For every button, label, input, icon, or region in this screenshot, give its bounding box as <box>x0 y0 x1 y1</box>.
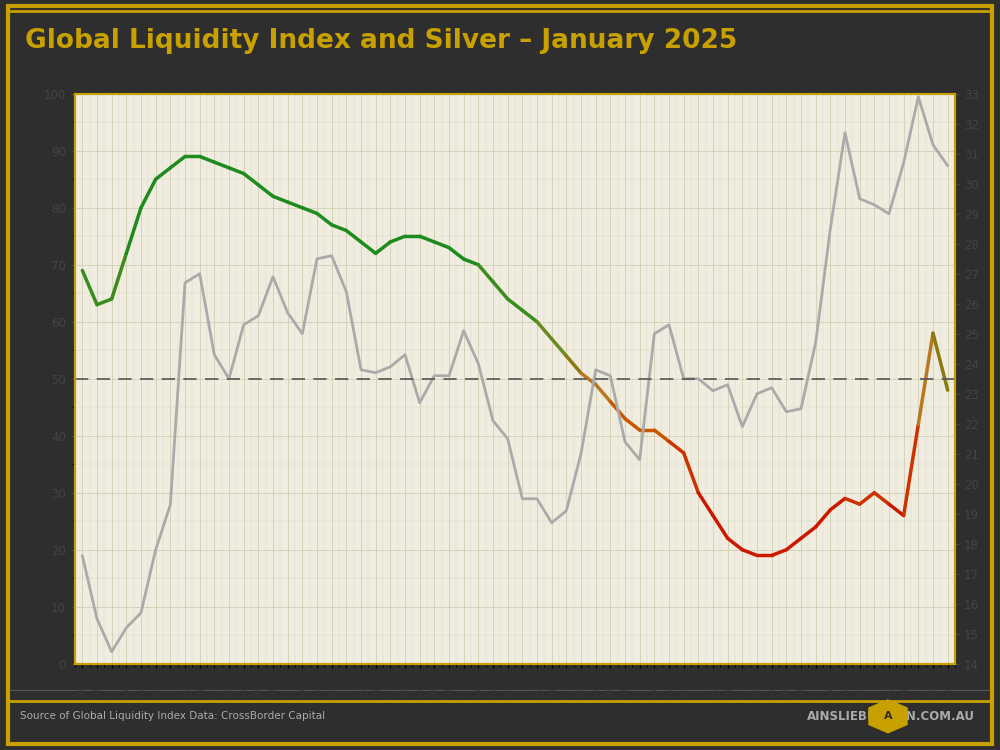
Text: AINSLIEBULLION.COM.AU: AINSLIEBULLION.COM.AU <box>807 710 975 723</box>
Text: Global Liquidity Index and Silver – January 2025: Global Liquidity Index and Silver – Janu… <box>25 28 737 54</box>
Text: Source of Global Liquidity Index Data: CrossBorder Capital: Source of Global Liquidity Index Data: C… <box>20 711 325 722</box>
Text: A: A <box>884 711 892 722</box>
